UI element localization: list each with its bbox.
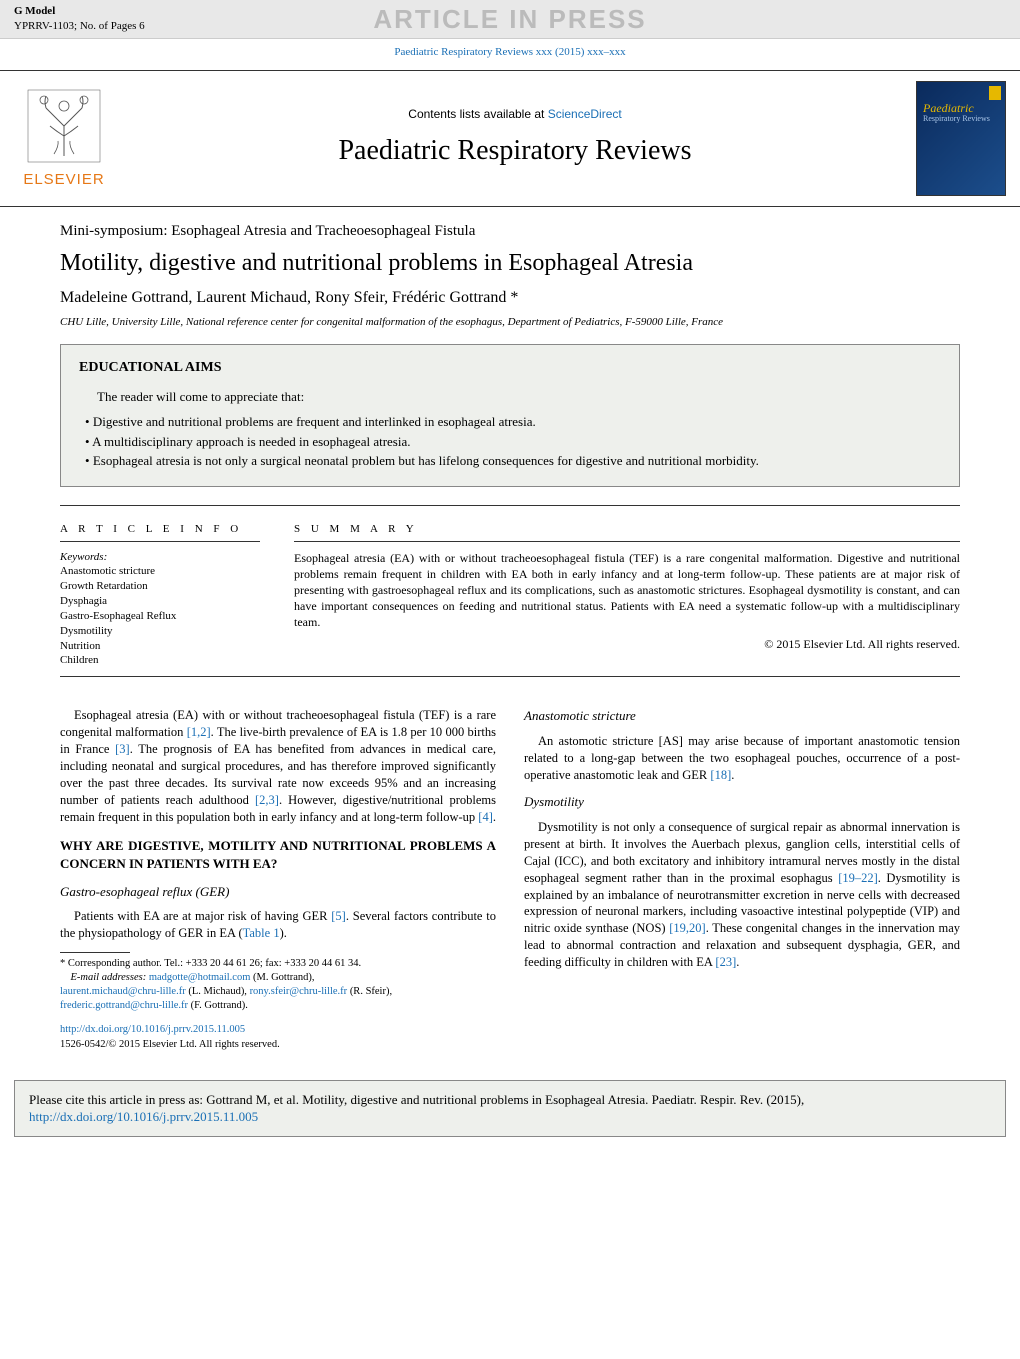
elsevier-logo: ELSEVIER <box>14 86 114 190</box>
summary-heading: S U M M A R Y <box>294 522 960 542</box>
email-link[interactable]: frederic.gottrand@chru-lille.fr <box>60 1000 188 1011</box>
citation-link[interactable]: [19,20] <box>669 921 705 935</box>
text: An astomotic stricture [AS] may arise be… <box>524 734 960 782</box>
cite-doi-link[interactable]: http://dx.doi.org/10.1016/j.prrv.2015.11… <box>29 1109 258 1124</box>
text: (F. Gottrand). <box>188 1000 248 1011</box>
subheading-dysmotility: Dysmotility <box>524 793 960 811</box>
edbox-item: A multidisciplinary approach is needed i… <box>85 433 941 451</box>
running-head[interactable]: Paediatric Respiratory Reviews xxx (2015… <box>0 39 1020 70</box>
footnote-rule <box>60 952 130 953</box>
email-line: laurent.michaud@chru-lille.fr (L. Michau… <box>60 985 496 999</box>
email-line: frederic.gottrand@chru-lille.fr (F. Gott… <box>60 999 496 1013</box>
journal-header: ELSEVIER Contents lists available at Sci… <box>0 70 1020 207</box>
citation-link[interactable]: [19–22] <box>838 871 878 885</box>
keyword: Gastro-Esophageal Reflux <box>60 609 260 624</box>
keyword: Children <box>60 653 260 668</box>
summary-copyright: © 2015 Elsevier Ltd. All rights reserved… <box>294 636 960 652</box>
citation-link[interactable]: [2,3] <box>255 793 279 807</box>
keyword: Anastomotic stricture <box>60 564 260 579</box>
text: (L. Michaud), <box>186 986 250 997</box>
info-summary-row: A R T I C L E I N F O Keywords: Anastomo… <box>60 522 960 669</box>
footnotes: * Corresponding author. Tel.: +333 20 44… <box>60 957 496 1014</box>
section-heading-why: WHY ARE DIGESTIVE, MOTILITY AND NUTRITIO… <box>60 837 496 872</box>
citation-link[interactable]: [5] <box>331 909 346 923</box>
journal-name: Paediatric Respiratory Reviews <box>130 132 900 170</box>
doi-link[interactable]: http://dx.doi.org/10.1016/j.prrv.2015.11… <box>60 1024 245 1035</box>
journal-cover: Paediatric Respiratory Reviews <box>916 81 1006 196</box>
text: . <box>736 955 739 969</box>
contents-prefix: Contents lists available at <box>408 107 547 121</box>
email-link[interactable]: laurent.michaud@chru-lille.fr <box>60 986 186 997</box>
sciencedirect-link[interactable]: ScienceDirect <box>548 107 622 121</box>
cover-subtitle: Respiratory Reviews <box>923 114 990 125</box>
email-link[interactable]: madgotte@hotmail.com <box>149 972 251 983</box>
edbox-list: Digestive and nutritional problems are f… <box>79 413 941 470</box>
citation-link[interactable]: [23] <box>715 955 736 969</box>
edbox-item: Esophageal atresia is not only a surgica… <box>85 452 941 470</box>
doi-copyright: 1526-0542/© 2015 Elsevier Ltd. All right… <box>60 1038 496 1052</box>
citation-link[interactable]: [4] <box>478 810 493 824</box>
contents-line: Contents lists available at ScienceDirec… <box>130 106 900 122</box>
text: ). <box>280 926 287 940</box>
article-info: A R T I C L E I N F O Keywords: Anastomo… <box>60 522 260 669</box>
elsevier-wordmark: ELSEVIER <box>14 170 114 190</box>
text: . <box>731 768 734 782</box>
separator <box>60 505 960 506</box>
footnote-block: * Corresponding author. Tel.: +333 20 44… <box>60 952 496 1052</box>
as-paragraph: An astomotic stricture [AS] may arise be… <box>524 733 960 784</box>
keyword: Dysmotility <box>60 624 260 639</box>
edbox-item: Digestive and nutritional problems are f… <box>85 413 941 431</box>
ger-paragraph: Patients with EA are at major risk of ha… <box>60 908 496 942</box>
mini-symposium-label: Mini-symposium: Esophageal Atresia and T… <box>60 221 960 241</box>
dys-paragraph: Dysmotility is not only a consequence of… <box>524 819 960 971</box>
elsevier-tree-icon <box>14 86 114 166</box>
authors: Madeleine Gottrand, Laurent Michaud, Ron… <box>60 287 960 309</box>
doi-block: http://dx.doi.org/10.1016/j.prrv.2015.11… <box>60 1023 496 1051</box>
subheading-ger: Gastro-esophageal reflux (GER) <box>60 883 496 901</box>
table-link[interactable]: Table 1 <box>243 926 280 940</box>
cite-text: Please cite this article in press as: Go… <box>29 1092 804 1107</box>
edbox-intro: The reader will come to appreciate that: <box>97 388 941 406</box>
article-in-press: ARTICLE IN PRESS <box>373 2 646 37</box>
info-heading: A R T I C L E I N F O <box>60 522 260 542</box>
text: . <box>493 810 496 824</box>
keywords-heading: Keywords: <box>60 550 260 565</box>
keyword: Dysphagia <box>60 594 260 609</box>
separator <box>60 676 960 677</box>
main-text: Esophageal atresia (EA) with or without … <box>60 707 960 1052</box>
edbox-heading: EDUCATIONAL AIMS <box>79 359 941 378</box>
affiliation: CHU Lille, University Lille, National re… <box>60 315 960 330</box>
header-bar: G Model YPRRV-1103; No. of Pages 6 ARTIC… <box>0 0 1020 39</box>
corresponding-author: * Corresponding author. Tel.: +333 20 44… <box>60 957 496 971</box>
email-line: E-mail addresses: madgotte@hotmail.com (… <box>60 971 496 985</box>
cite-box: Please cite this article in press as: Go… <box>14 1080 1006 1137</box>
article-title: Motility, digestive and nutritional prob… <box>60 247 960 279</box>
email-link[interactable]: rony.sfeir@chru-lille.fr <box>250 986 348 997</box>
summary-text: Esophageal atresia (EA) with or without … <box>294 550 960 631</box>
citation-link[interactable]: [18] <box>710 768 731 782</box>
citation-link[interactable]: [3] <box>115 742 130 756</box>
email-label: E-mail addresses: <box>71 972 149 983</box>
subheading-as: Anastomotic stricture <box>524 707 960 725</box>
keyword: Growth Retardation <box>60 579 260 594</box>
header-center: Contents lists available at ScienceDirec… <box>130 106 900 170</box>
text: Patients with EA are at major risk of ha… <box>74 909 331 923</box>
cover-corner-icon <box>989 86 1001 100</box>
educational-aims-box: EDUCATIONAL AIMS The reader will come to… <box>60 344 960 487</box>
keyword: Nutrition <box>60 639 260 654</box>
summary-col: S U M M A R Y Esophageal atresia (EA) wi… <box>294 522 960 669</box>
intro-paragraph: Esophageal atresia (EA) with or without … <box>60 707 496 825</box>
citation-link[interactable]: [1,2] <box>187 725 211 739</box>
text: (M. Gottrand), <box>250 972 314 983</box>
text: (R. Sfeir), <box>347 986 392 997</box>
article-content: Mini-symposium: Esophageal Atresia and T… <box>0 207 1020 1066</box>
